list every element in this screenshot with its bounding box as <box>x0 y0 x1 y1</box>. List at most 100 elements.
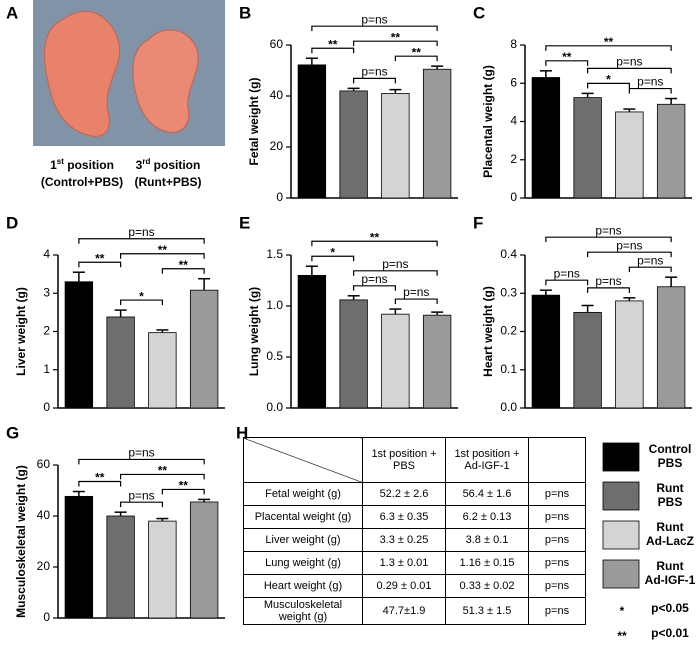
error-bar <box>389 308 402 315</box>
significance-label: p=ns <box>128 225 154 239</box>
error-bar <box>581 304 594 313</box>
table-cell: 3.8 ± 0.1 <box>445 528 529 552</box>
photo-caption: 1st position <box>50 157 114 172</box>
panel-letter: D <box>6 213 18 232</box>
legend-swatch <box>602 481 640 511</box>
legend-swatch <box>602 520 640 550</box>
bar <box>615 300 644 409</box>
y-tick-label: 0.4 <box>500 247 517 261</box>
table-cell: p=ns <box>528 505 586 529</box>
significance-label: * <box>330 245 335 259</box>
significance-label: p=ns <box>595 223 621 237</box>
significance-bracket <box>353 270 438 276</box>
row-header: Liver weight (g) <box>243 528 363 552</box>
significance-label: ** <box>179 479 189 493</box>
significance-bracket <box>628 266 672 273</box>
table-cell: 6.2 ± 0.13 <box>445 505 529 529</box>
error-bar <box>114 309 127 317</box>
legend-label: Ad-IGF-1 <box>645 573 696 587</box>
significance-label: ** <box>391 30 401 44</box>
significance-label: ** <box>328 37 338 51</box>
significance-label: p=ns <box>361 272 387 286</box>
error-bar <box>665 97 678 105</box>
photo-caption-group: (Control+PBS) <box>41 175 123 189</box>
error-bar <box>156 517 169 522</box>
significance-bracket <box>353 40 438 47</box>
legend-swatch <box>602 559 640 589</box>
y-axis-label: Liver weight (g) <box>14 287 28 376</box>
key-meaning: p<0.05 <box>651 601 689 615</box>
bar <box>297 274 327 409</box>
column-header <box>528 437 586 483</box>
bar <box>422 314 452 409</box>
row-header: Heart weight (g) <box>243 574 363 598</box>
error-bar <box>347 295 360 300</box>
significance-label: p=ns <box>616 55 642 69</box>
significance-bracket <box>78 261 122 268</box>
bar <box>656 286 686 409</box>
bar <box>189 501 219 619</box>
significance-bracket <box>161 488 205 495</box>
legend-label: Runt <box>656 559 683 573</box>
row-header: Fetal weight (g) <box>243 482 363 506</box>
column-header: 1st position + PBS <box>362 437 446 483</box>
bar <box>106 316 135 409</box>
error-bar <box>431 311 444 316</box>
key-meaning: p<0.01 <box>651 626 689 640</box>
significance-label: ** <box>562 50 572 64</box>
bar <box>531 294 561 409</box>
bar <box>148 332 177 409</box>
significance-label: p=ns <box>554 266 580 280</box>
legend-label: Ad-LacZ <box>646 534 694 548</box>
bar <box>297 64 327 199</box>
table-header: 1st position + PBS 1st position + Ad-IGF… <box>243 437 586 483</box>
y-tick-label: 2 <box>510 152 517 166</box>
table-cell: 0.33 ± 0.02 <box>445 574 529 598</box>
y-tick-label: 20 <box>270 139 284 153</box>
significance-label: ** <box>370 230 380 244</box>
significance-bracket <box>394 298 438 305</box>
significance-bracket <box>545 60 589 66</box>
bar <box>106 515 135 619</box>
error-bar <box>623 297 636 301</box>
panel-letter: F <box>473 213 483 232</box>
diagonal-cell <box>243 437 363 483</box>
table-row: Musculoskeletal weight (g) 47.7±1.9 51.3 ±… <box>243 597 586 625</box>
significance-bracket <box>587 287 630 293</box>
y-tick-label: 0.0 <box>266 400 283 414</box>
table-cell: 51.3 ± 1.5 <box>445 597 529 625</box>
significance-label: p=ns <box>403 285 429 299</box>
error-bar <box>431 65 444 70</box>
bar <box>64 281 94 409</box>
significance-label: p=ns <box>595 274 621 288</box>
significance-bracket <box>587 67 672 74</box>
photo-caption-group: (Runt+PBS) <box>135 175 202 189</box>
table-cell: 3.3 ± 0.25 <box>362 528 446 552</box>
significance-bracket <box>587 82 630 89</box>
table-cell: 6.3 ± 0.35 <box>362 505 446 529</box>
significance-label: p=ns <box>361 65 387 79</box>
significance-bracket <box>161 268 205 274</box>
error-bar <box>72 490 85 497</box>
significance-bracket <box>311 47 355 54</box>
significance-label: p=ns <box>382 257 408 271</box>
y-tick-label: 3 <box>43 285 50 299</box>
y-tick-label: 0 <box>510 190 517 204</box>
significance-bracket <box>587 251 672 258</box>
table-cell: p=ns <box>528 597 586 625</box>
error-bar <box>156 329 169 333</box>
significance-bracket <box>545 279 589 286</box>
caption-sup: rd <box>142 157 150 166</box>
y-tick-label: 40 <box>37 508 51 522</box>
y-tick-label: 0 <box>43 400 50 414</box>
caption-sup: st <box>57 157 64 166</box>
significance-label: ** <box>179 258 189 272</box>
panel-letter: C <box>473 3 485 22</box>
significance-bracket <box>120 253 205 259</box>
bar <box>148 520 177 619</box>
table-row: Liver weight (g) 3.3 ± 0.25 3.8 ± 0.1 p=ns <box>243 528 586 552</box>
bar <box>339 299 368 409</box>
y-tick-label: 6 <box>510 75 517 89</box>
y-tick-label: 0.0 <box>500 400 517 414</box>
